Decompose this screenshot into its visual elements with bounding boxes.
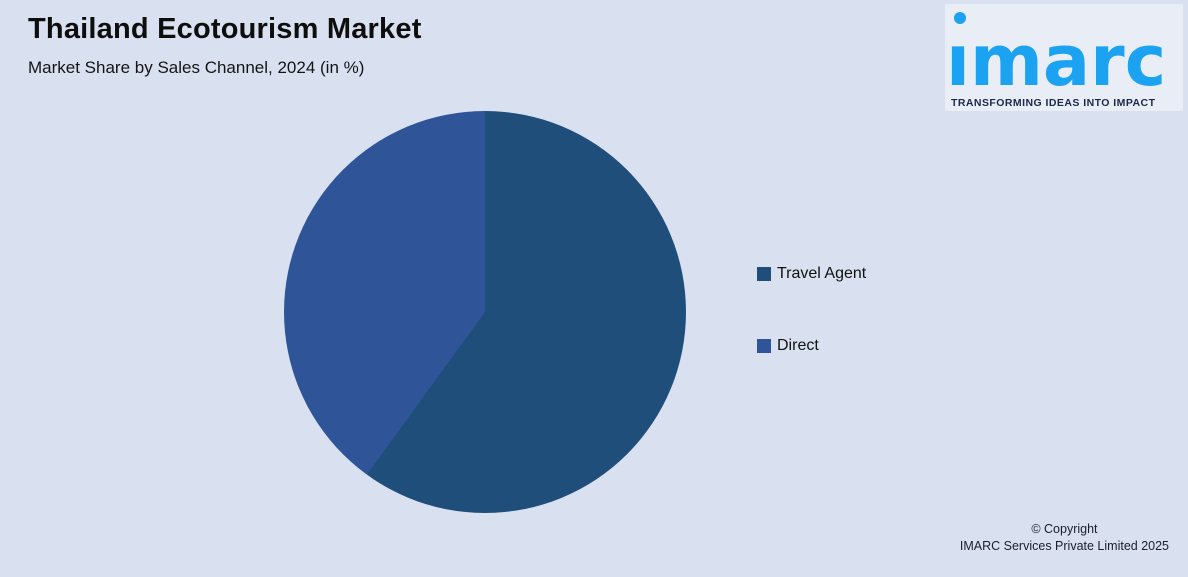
imarc-logo: ımarc TRANSFORMING IDEAS INTO IMPACT xyxy=(945,4,1183,111)
logo-wordmark: ımarc xyxy=(946,20,1167,102)
logo-dot-icon xyxy=(954,12,966,24)
logo-tagline: TRANSFORMING IDEAS INTO IMPACT xyxy=(951,97,1156,109)
copyright-line2: IMARC Services Private Limited 2025 xyxy=(959,539,1169,553)
pie-chart xyxy=(284,111,686,513)
legend-item-direct: Direct xyxy=(757,337,819,355)
legend-swatch-travel-agent xyxy=(757,267,771,281)
page-title: Thailand Ecotourism Market xyxy=(28,13,422,45)
legend-item-travel-agent: Travel Agent xyxy=(757,265,866,283)
legend-swatch-direct xyxy=(757,339,771,353)
legend-label-travel-agent: Travel Agent xyxy=(777,265,867,282)
legend-label-direct: Direct xyxy=(777,337,819,354)
page-subtitle: Market Share by Sales Channel, 2024 (in … xyxy=(28,58,365,77)
copyright-notice: © Copyright IMARC Services Private Limit… xyxy=(960,521,1169,555)
copyright-line1: © Copyright xyxy=(1031,522,1098,536)
